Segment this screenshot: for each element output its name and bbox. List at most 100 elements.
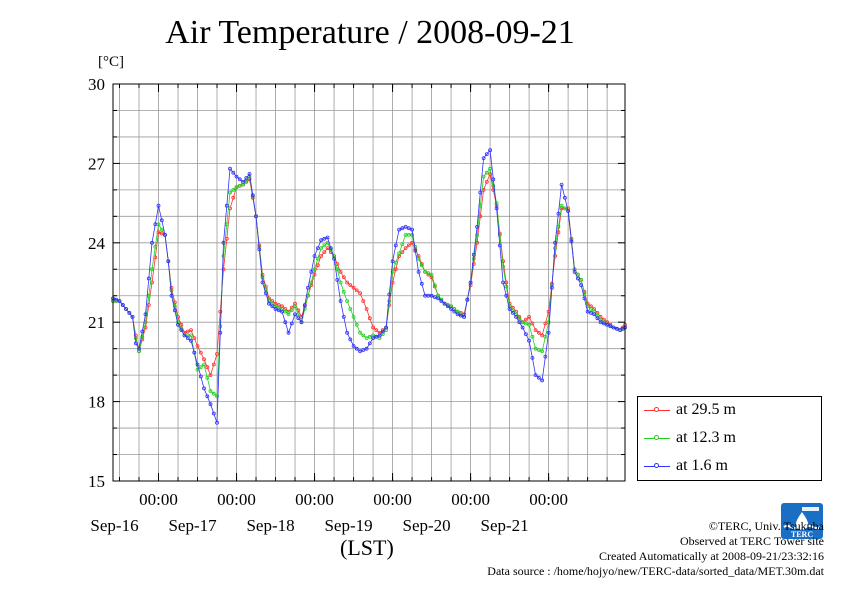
data-point xyxy=(358,349,363,354)
data-point xyxy=(202,357,206,362)
data-point xyxy=(280,309,284,314)
data-point xyxy=(507,307,512,311)
data-point xyxy=(569,239,574,244)
data-point xyxy=(406,226,411,231)
data-point xyxy=(163,232,167,237)
data-point xyxy=(429,272,434,277)
data-point xyxy=(205,394,210,399)
data-point xyxy=(579,283,583,288)
data-point xyxy=(198,374,203,379)
data-point xyxy=(484,179,489,184)
data-point xyxy=(546,320,551,325)
data-point xyxy=(315,246,320,251)
data-point xyxy=(150,267,154,272)
data-point xyxy=(563,195,567,200)
data-point xyxy=(146,276,151,281)
source-text: Data source : /home/hojyo/new/TERC-data/… xyxy=(487,564,824,578)
data-point xyxy=(140,334,145,339)
data-point xyxy=(293,312,297,317)
data-point xyxy=(351,285,356,290)
data-point xyxy=(237,177,242,182)
data-point xyxy=(442,301,447,306)
data-point xyxy=(540,378,544,383)
data-point xyxy=(211,411,216,416)
data-point xyxy=(354,346,359,351)
data-point xyxy=(189,338,193,343)
data-point xyxy=(137,349,141,354)
data-point xyxy=(537,375,541,380)
data-point xyxy=(348,307,353,311)
legend: at 29.5 m at 12.3 m at 1.6 m xyxy=(637,396,822,481)
data-point xyxy=(319,238,324,243)
data-point xyxy=(553,254,557,258)
data-point xyxy=(117,299,122,303)
data-point xyxy=(341,314,346,319)
grid-lines xyxy=(113,84,625,481)
data-point xyxy=(524,332,528,337)
data-point xyxy=(192,336,197,341)
data-point xyxy=(393,267,398,272)
data-point xyxy=(537,330,541,335)
data-point xyxy=(559,182,564,187)
data-point xyxy=(605,322,609,327)
data-point xyxy=(302,307,307,311)
data-point xyxy=(432,283,437,288)
data-point xyxy=(185,336,190,341)
data-point xyxy=(615,326,619,331)
data-point xyxy=(283,320,288,325)
data-point xyxy=(159,218,164,223)
data-point xyxy=(156,203,161,208)
y-tick-label: 15 xyxy=(88,472,105,491)
data-point xyxy=(413,248,418,253)
data-point xyxy=(293,301,297,306)
legend-marker-1-6m xyxy=(644,460,670,472)
data-point xyxy=(361,333,366,338)
data-point xyxy=(309,269,314,274)
data-point xyxy=(250,193,255,198)
data-point xyxy=(543,354,548,359)
x-time-label: 00:00 xyxy=(373,490,412,509)
data-point xyxy=(364,336,369,341)
data-point xyxy=(462,314,467,319)
legend-item-12-3m: at 12.3 m xyxy=(644,427,736,449)
data-point xyxy=(478,190,483,195)
data-point xyxy=(172,304,177,309)
data-point xyxy=(445,304,450,309)
data-point xyxy=(345,330,350,335)
data-point xyxy=(484,170,489,175)
data-point xyxy=(237,183,242,188)
data-point xyxy=(598,320,603,325)
data-point xyxy=(452,309,457,314)
data-point xyxy=(169,293,174,298)
data-point xyxy=(159,231,164,236)
data-point xyxy=(257,247,262,252)
data-point xyxy=(543,321,548,326)
data-point xyxy=(393,260,398,265)
data-point xyxy=(589,307,593,311)
y-tick-label: 21 xyxy=(88,313,105,332)
series-line xyxy=(113,167,626,398)
data-point xyxy=(133,336,138,341)
chart-title: Air Temperature / 2008-09-21 xyxy=(165,14,575,51)
data-point xyxy=(520,325,525,330)
data-point xyxy=(172,308,177,313)
data-point xyxy=(416,269,421,274)
data-point xyxy=(527,338,531,343)
data-point xyxy=(319,254,324,258)
data-point xyxy=(176,322,180,327)
data-point xyxy=(471,262,476,266)
x-time-label: 00:00 xyxy=(451,490,490,509)
x-time-label: 00:00 xyxy=(295,490,334,509)
data-point xyxy=(345,280,350,285)
data-point xyxy=(436,296,441,301)
data-point xyxy=(192,350,197,355)
data-point xyxy=(374,334,379,339)
data-point xyxy=(335,277,340,282)
data-point xyxy=(286,312,291,317)
data-point xyxy=(228,166,232,171)
data-point xyxy=(299,320,304,325)
data-point xyxy=(380,329,385,334)
data-point xyxy=(419,263,424,268)
data-point xyxy=(488,172,493,176)
data-point xyxy=(322,243,327,248)
